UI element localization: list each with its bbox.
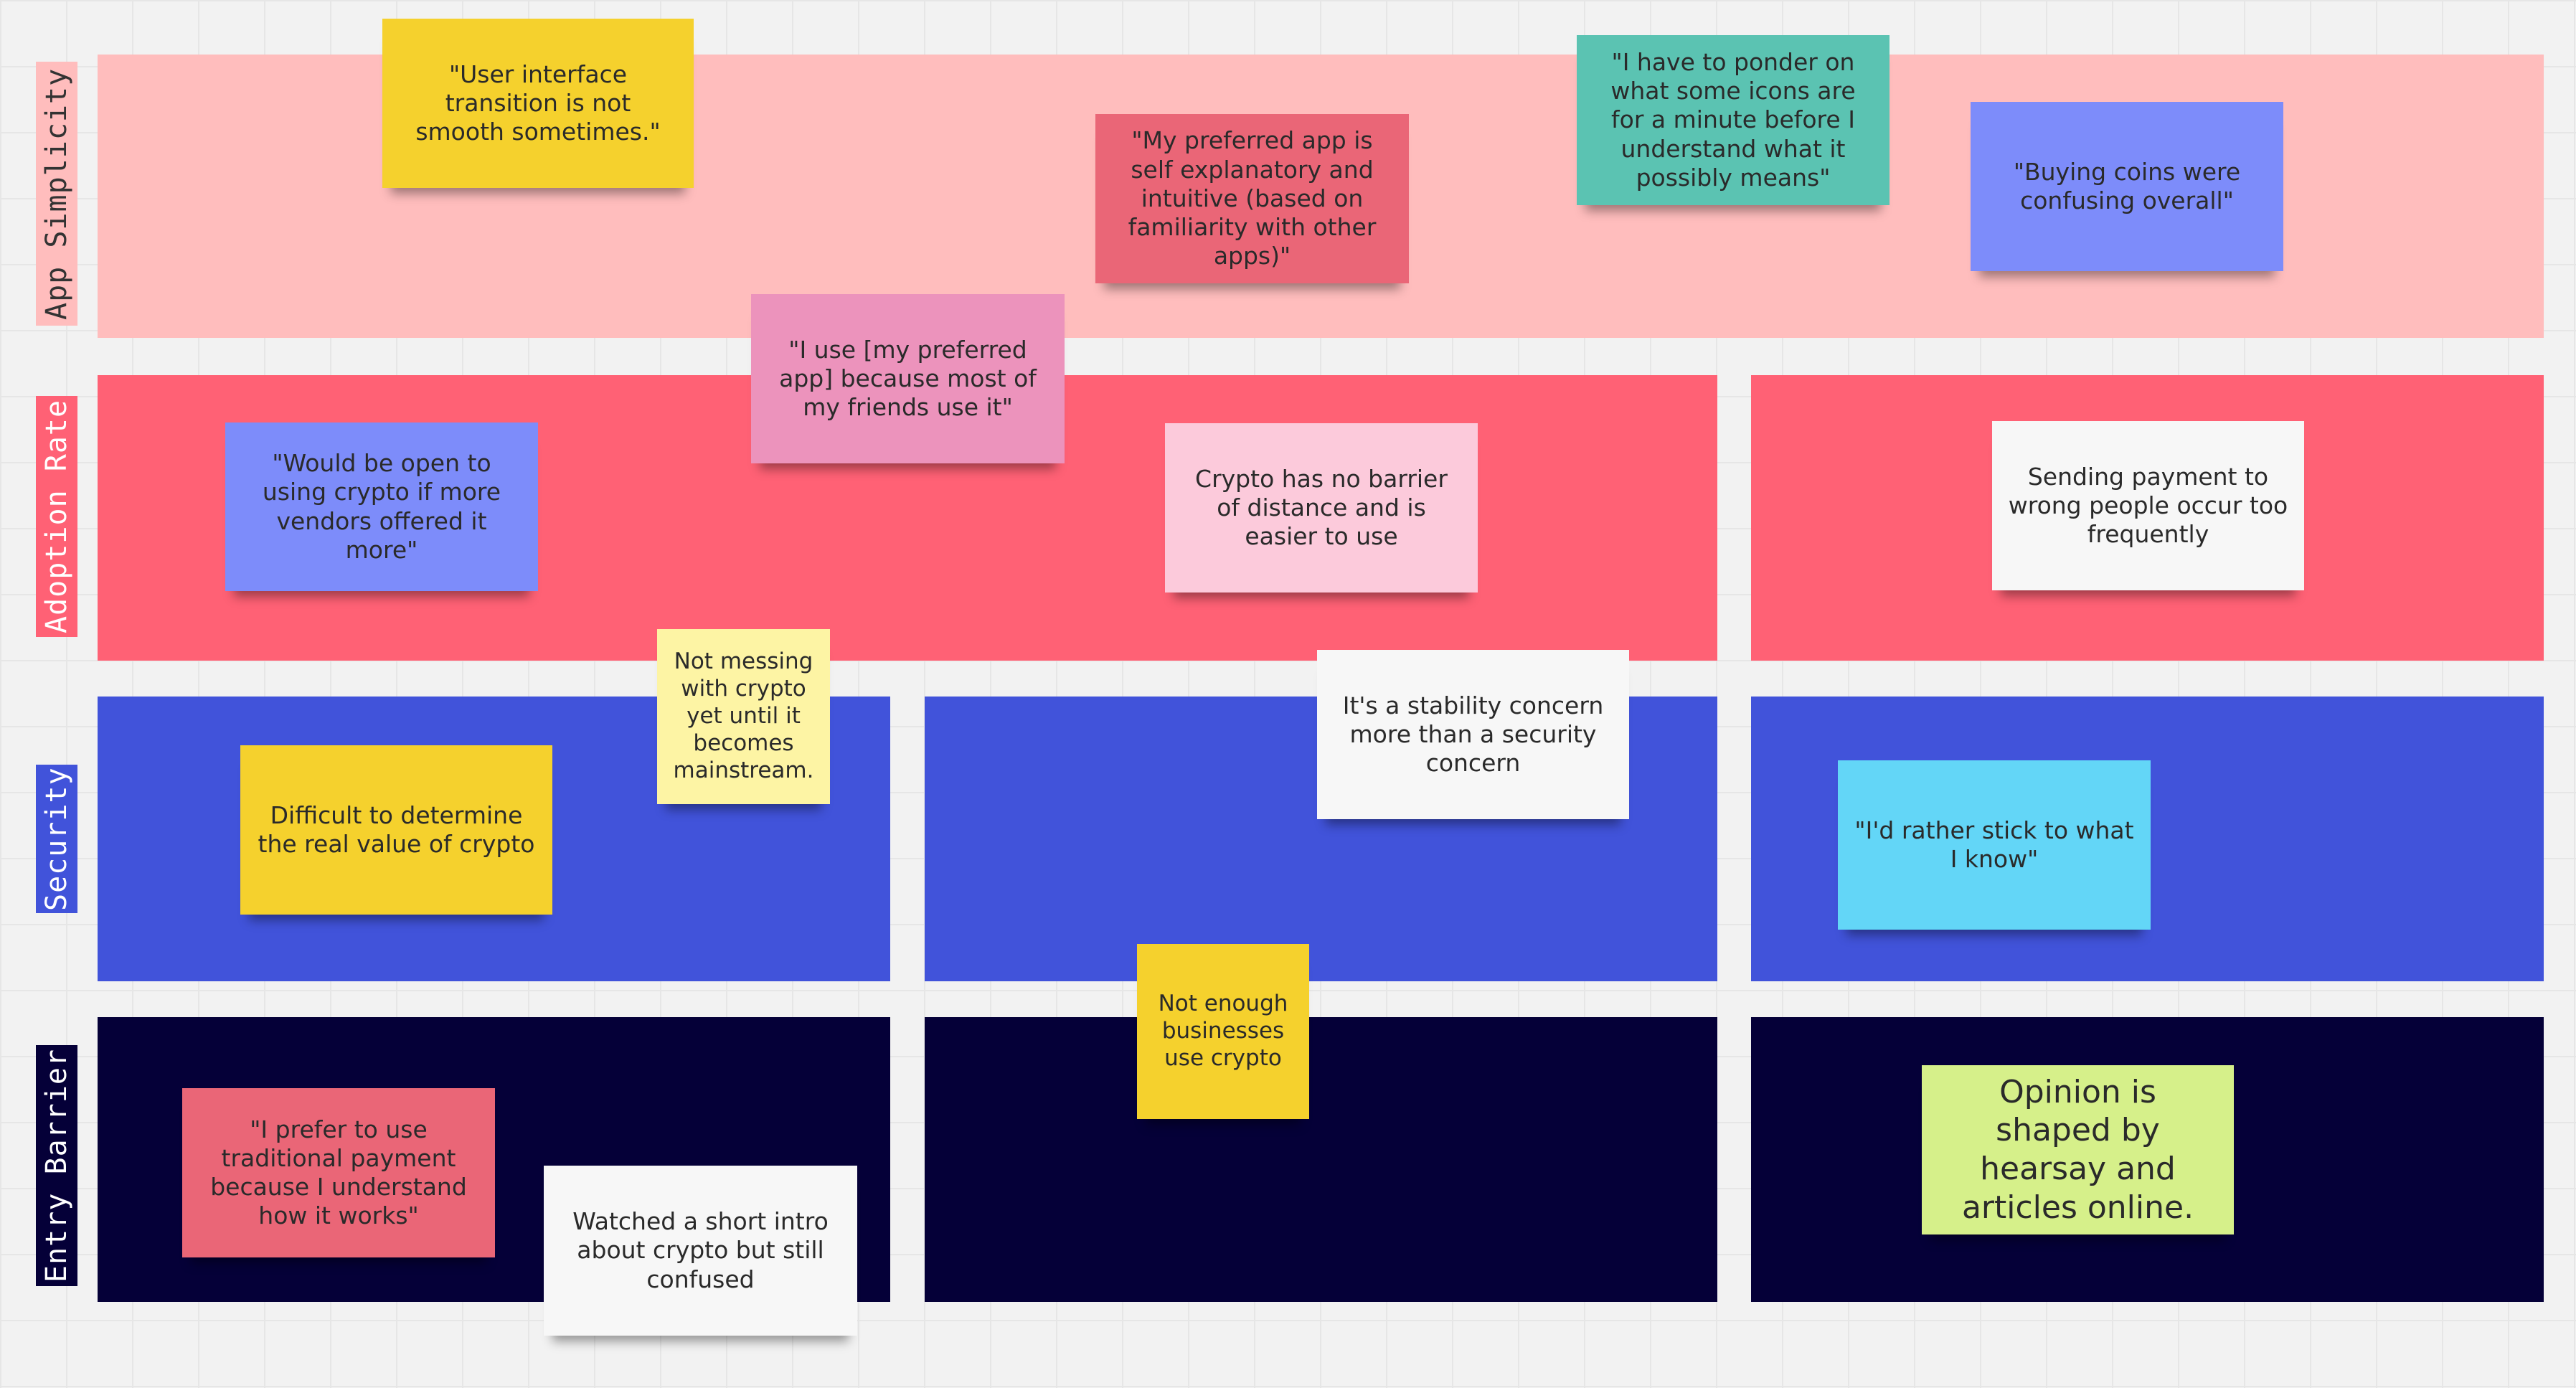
- row-label-entry-barrier[interactable]: Entry Barrier: [36, 1045, 77, 1286]
- sticky-note[interactable]: Sending payment to wrong people occur to…: [1992, 421, 2304, 590]
- sticky-note[interactable]: "Would be open to using crypto if more v…: [225, 422, 538, 591]
- sticky-note[interactable]: Difficult to determine the real value of…: [240, 745, 552, 915]
- sticky-note[interactable]: Not enough businesses use crypto: [1137, 944, 1309, 1119]
- sticky-note[interactable]: "Buying coins were confusing overall": [1971, 102, 2283, 271]
- sticky-note[interactable]: Opinion is shaped by hearsay and article…: [1922, 1065, 2234, 1234]
- sticky-note[interactable]: "I'd rather stick to what I know": [1838, 760, 2151, 930]
- sticky-note[interactable]: "My preferred app is self explanatory an…: [1095, 114, 1409, 283]
- row-label-adoption-rate[interactable]: Adoption Rate: [36, 396, 77, 637]
- sticky-note[interactable]: Not messing with crypto yet until it bec…: [657, 629, 830, 804]
- sticky-note[interactable]: "I use [my preferred app] because most o…: [751, 294, 1065, 463]
- sticky-note[interactable]: "I have to ponder on what some icons are…: [1577, 35, 1889, 205]
- sticky-note[interactable]: Watched a short intro about crypto but s…: [544, 1166, 857, 1336]
- row-label-app-simplicity[interactable]: App Simplicity: [36, 62, 77, 326]
- sticky-note[interactable]: "User interface transition is not smooth…: [382, 19, 694, 188]
- sticky-note[interactable]: It's a stability concern more than a sec…: [1317, 650, 1629, 819]
- row-band-entry-barrier-col2: [925, 1017, 1717, 1302]
- sticky-note[interactable]: "I prefer to use traditional payment bec…: [182, 1088, 495, 1257]
- row-label-security[interactable]: Security: [36, 765, 77, 913]
- sticky-note[interactable]: Crypto has no barrier of distance and is…: [1165, 423, 1478, 593]
